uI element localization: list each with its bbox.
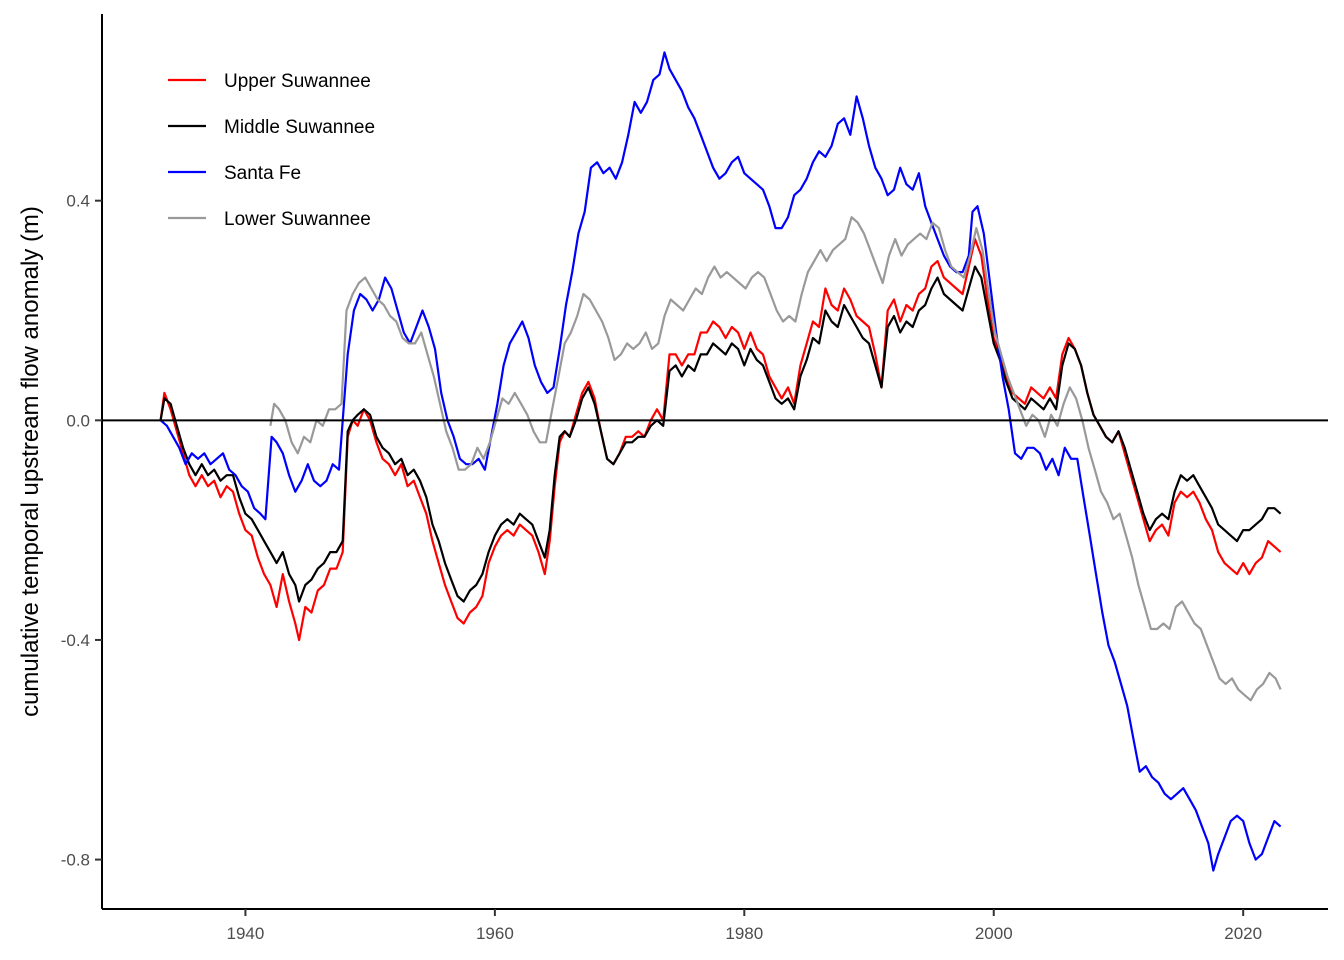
y-axis-ticks: 0.4 0.0 -0.4 -0.8: [61, 192, 102, 870]
legend: Upper Suwannee Middle Suwannee Santa Fe Low…: [168, 71, 375, 230]
y-tick-label: 0.4: [66, 192, 90, 211]
series-layer: [159, 51, 1282, 872]
legend-label-upper-suwannee: Upper Suwannee: [224, 71, 371, 92]
legend-label-santa-fe: Santa Fe: [224, 163, 301, 184]
series-line-middle-suwannee: [159, 265, 1282, 603]
legend-label-middle-suwannee: Middle Suwannee: [224, 117, 375, 138]
x-tick-label: 2020: [1224, 924, 1262, 943]
series-line-lower-suwannee: [269, 216, 1282, 702]
y-tick-label: -0.8: [61, 851, 90, 870]
x-tick-label: 1980: [725, 924, 763, 943]
x-axis-ticks: 1940 1960 1980 2000 2020: [227, 909, 1262, 943]
x-tick-label: 1940: [227, 924, 265, 943]
x-tick-label: 2000: [975, 924, 1013, 943]
y-tick-label: -0.4: [61, 631, 90, 650]
x-tick-label: 1960: [476, 924, 514, 943]
y-tick-label: 0.0: [66, 411, 90, 430]
legend-label-lower-suwannee: Lower Suwannee: [224, 209, 371, 230]
series-line-santa-fe: [159, 51, 1282, 872]
y-axis-title: cumulative temporal upstream flow anomal…: [17, 206, 44, 717]
